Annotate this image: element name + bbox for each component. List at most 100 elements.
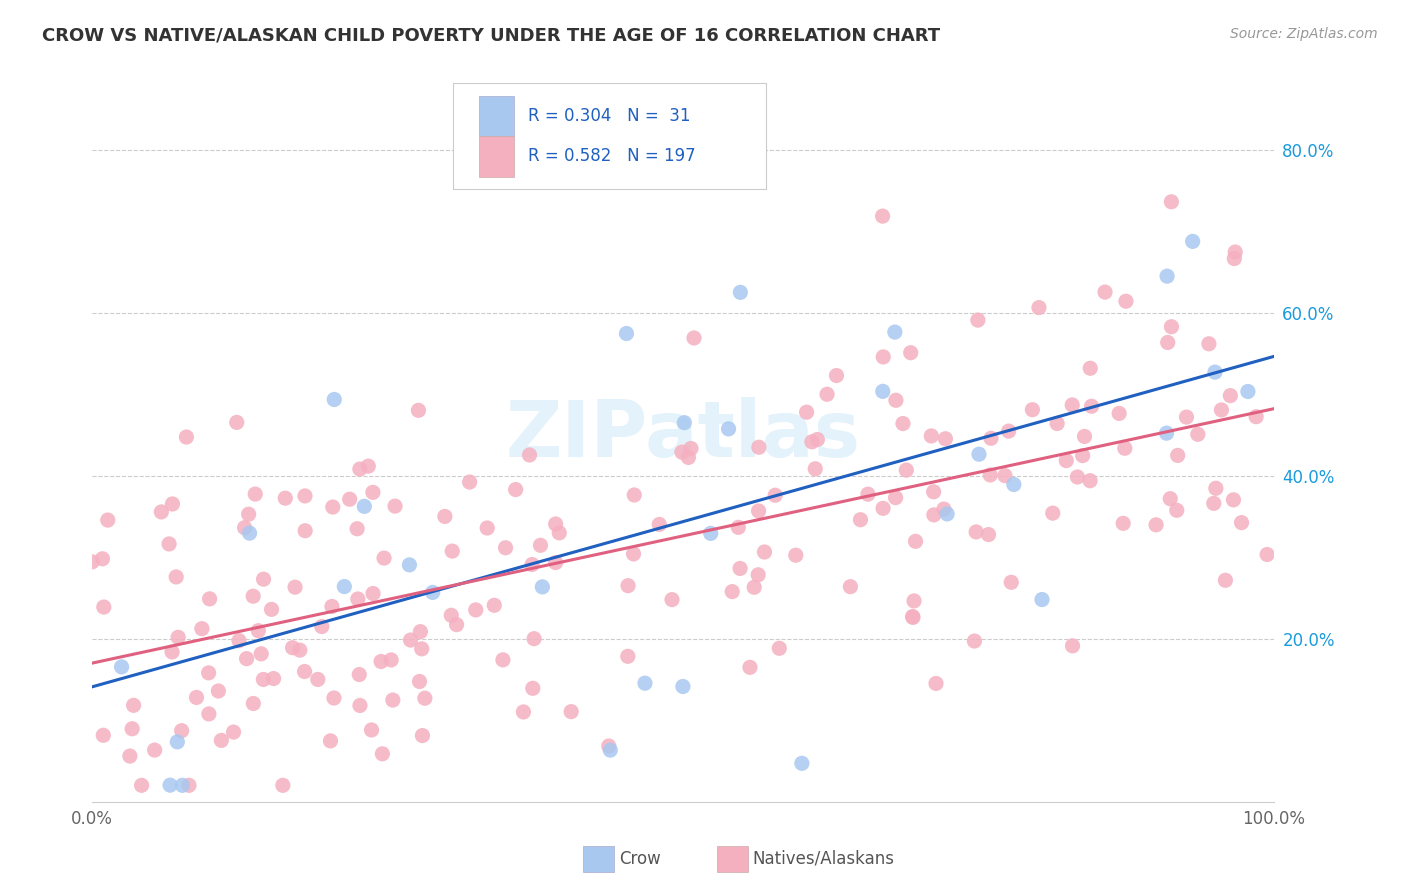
Point [464, 603, 486, 617]
Point [91, 728, 114, 742]
Point [209, 733, 232, 747]
Point [93, 600, 115, 615]
Point [110, 660, 132, 674]
Point [1062, 398, 1084, 412]
Point [294, 489, 316, 503]
Point [963, 634, 986, 648]
Point [186, 690, 208, 705]
Point [495, 541, 517, 555]
Point [785, 548, 807, 562]
Point [997, 424, 1019, 438]
Point [477, 521, 499, 535]
Point [1160, 194, 1182, 209]
Point [934, 432, 956, 446]
Point [872, 209, 894, 223]
Point [599, 743, 621, 757]
Point [1244, 409, 1267, 424]
Point [678, 450, 700, 465]
Point [994, 468, 1017, 483]
Point [717, 422, 740, 436]
Point [1156, 269, 1178, 284]
Point [1211, 403, 1233, 417]
Point [177, 778, 200, 792]
Point [883, 325, 905, 339]
Point [1144, 517, 1167, 532]
Point [748, 440, 770, 454]
Point [721, 584, 744, 599]
Point [191, 622, 214, 636]
Point [441, 544, 464, 558]
Point [121, 722, 143, 736]
Point [247, 624, 270, 638]
Point [815, 387, 838, 401]
FancyBboxPatch shape [478, 96, 515, 136]
Point [903, 594, 925, 608]
Point [172, 778, 194, 792]
Point [1215, 574, 1237, 588]
Point [884, 491, 907, 505]
Point [252, 572, 274, 586]
Point [1021, 402, 1043, 417]
Point [1167, 449, 1189, 463]
Point [560, 705, 582, 719]
Point [321, 599, 343, 614]
Point [922, 508, 945, 522]
Point [409, 624, 432, 639]
Point [122, 698, 145, 713]
Point [118, 749, 141, 764]
Point [872, 350, 894, 364]
Point [825, 368, 848, 383]
Point [288, 643, 311, 657]
Point [1159, 491, 1181, 506]
Point [349, 667, 371, 681]
Point [519, 448, 541, 462]
Point [492, 653, 515, 667]
Point [349, 462, 371, 476]
Point [1157, 335, 1180, 350]
Point [333, 580, 356, 594]
Point [754, 545, 776, 559]
Point [920, 429, 942, 443]
Point [671, 445, 693, 459]
Point [925, 676, 948, 690]
Point [790, 756, 813, 771]
Point [768, 641, 790, 656]
Point [727, 520, 749, 534]
Point [617, 579, 640, 593]
Point [143, 743, 166, 757]
Point [932, 502, 955, 516]
Text: R = 0.304   N =  31: R = 0.304 N = 31 [529, 107, 690, 125]
Point [1205, 481, 1227, 495]
Text: R = 0.582   N = 197: R = 0.582 N = 197 [529, 147, 696, 166]
Point [150, 505, 173, 519]
Point [271, 778, 294, 792]
Point [967, 447, 990, 461]
Point [1181, 235, 1204, 249]
Point [634, 676, 657, 690]
Point [446, 617, 468, 632]
Point [1000, 575, 1022, 590]
Point [673, 416, 696, 430]
FancyBboxPatch shape [478, 136, 515, 177]
Point [891, 417, 914, 431]
Point [965, 524, 987, 539]
Point [1219, 389, 1241, 403]
Point [531, 580, 554, 594]
Point [360, 723, 382, 737]
Point [361, 485, 384, 500]
Point [1080, 399, 1102, 413]
Point [1108, 406, 1130, 420]
Point [1094, 285, 1116, 299]
Point [617, 649, 640, 664]
Point [977, 527, 1000, 541]
Point [1202, 496, 1225, 510]
Point [1222, 492, 1244, 507]
Point [207, 684, 229, 698]
Point [160, 645, 183, 659]
Point [1031, 592, 1053, 607]
Point [856, 487, 879, 501]
Point [198, 591, 221, 606]
Point [1198, 336, 1220, 351]
Point [598, 739, 620, 753]
Point [1002, 477, 1025, 491]
